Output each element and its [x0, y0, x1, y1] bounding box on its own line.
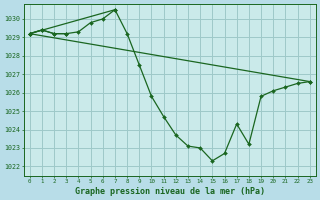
X-axis label: Graphe pression niveau de la mer (hPa): Graphe pression niveau de la mer (hPa) [75, 187, 265, 196]
